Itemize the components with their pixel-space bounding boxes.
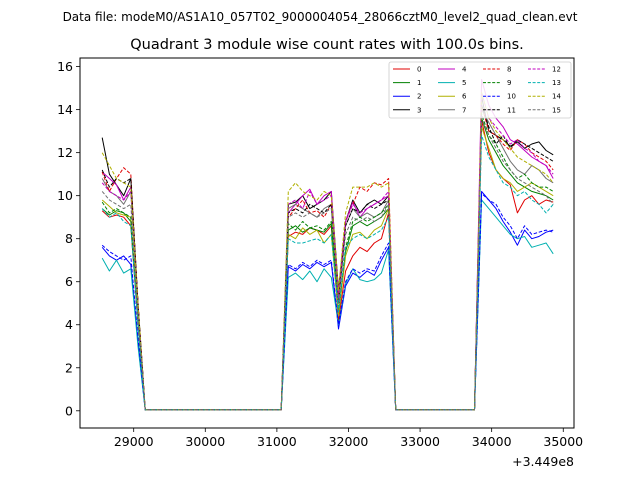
legend-label-1: 1: [417, 79, 421, 87]
y-tick-label: 14: [57, 102, 73, 117]
x-tick-label: 29000: [114, 434, 154, 449]
legend-label-4: 4: [462, 66, 467, 74]
x-tick-label: 33000: [400, 434, 440, 449]
y-tick-label: 0: [65, 403, 73, 418]
legend-label-5: 5: [462, 79, 466, 87]
suptitle: Data file: modeM0/AS1A10_057T02_90000040…: [63, 10, 578, 24]
legend-label-13: 13: [552, 79, 561, 87]
x-tick-label: 35000: [543, 434, 583, 449]
legend-label-0: 0: [417, 66, 421, 74]
x-offset-label: +3.449e8: [512, 454, 574, 469]
legend-label-3: 3: [417, 106, 421, 114]
chart-title: Quadrant 3 module wise count rates with …: [130, 37, 524, 53]
plot-frame: [79, 57, 575, 429]
axis-ticks: 29000 30000 31000 32000 33000 34000 35000 0 2 4 6 8…: [57, 59, 583, 449]
x-tick-label: 34000: [472, 434, 512, 449]
y-tick-label: 12: [57, 145, 73, 160]
y-tick-label: 8: [65, 231, 73, 246]
y-tick-label: 10: [57, 188, 73, 203]
x-tick-label: 32000: [329, 434, 369, 449]
legend-label-15: 15: [552, 106, 561, 114]
series-layer: [101, 79, 554, 411]
legend-label-8: 8: [507, 66, 511, 74]
legend-label-14: 14: [552, 93, 561, 101]
x-tick-label: 31000: [257, 434, 297, 449]
y-tick-label: 2: [65, 360, 73, 375]
y-tick-label: 4: [65, 317, 73, 332]
legend-label-10: 10: [507, 93, 516, 101]
y-tick-label: 6: [65, 274, 73, 289]
x-tick-label: 30000: [185, 434, 225, 449]
y-tick-label: 16: [57, 59, 73, 74]
legend-label-6: 6: [462, 93, 467, 101]
legend-label-2: 2: [417, 93, 421, 101]
legend-label-7: 7: [462, 106, 466, 114]
series-line-15: [101, 117, 554, 411]
legend-label-9: 9: [507, 79, 511, 87]
legend-box: [388, 61, 572, 119]
legend-label-11: 11: [507, 106, 516, 114]
legend-label-12: 12: [552, 66, 561, 74]
